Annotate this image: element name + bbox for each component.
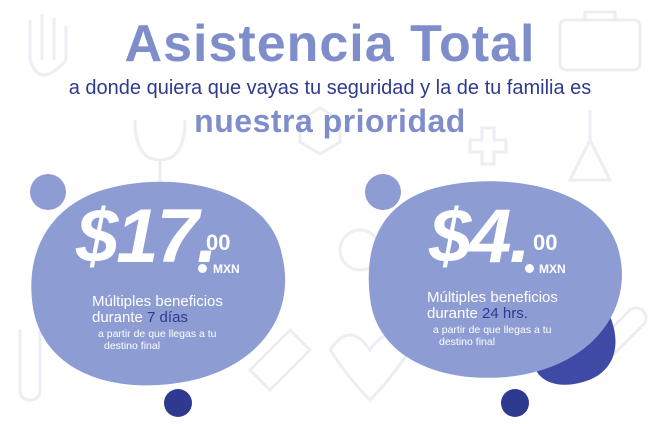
blob-main bbox=[31, 181, 286, 386]
plan-card: $17. 00 MXN Múltiples beneficios durante… bbox=[20, 170, 300, 420]
bandage-icon bbox=[247, 327, 313, 393]
plan-blob bbox=[365, 174, 622, 417]
plan-currency: MXN bbox=[213, 262, 240, 276]
plan-currency: MXN bbox=[539, 262, 566, 276]
plan-note: a partir de que llegas a tu destino fina… bbox=[433, 324, 552, 348]
hand-icon bbox=[28, 14, 68, 77]
plan-cents: 00 bbox=[206, 230, 231, 255]
plan-blob bbox=[30, 174, 286, 417]
blob-dot-dark bbox=[164, 389, 192, 417]
plan-cents: 00 bbox=[533, 230, 558, 255]
plan-benefit: Múltiples beneficios durante 24 hrs. bbox=[427, 289, 558, 322]
test-tube-icon bbox=[18, 330, 42, 402]
blob-dot-small bbox=[30, 174, 66, 210]
plan-duration: 24 hrs. bbox=[482, 305, 528, 322]
plan-note: a partir de que llegas a tu destino fina… bbox=[98, 328, 217, 352]
briefcase-icon bbox=[558, 18, 642, 72]
molecule-icon bbox=[298, 106, 342, 156]
blob-main bbox=[368, 181, 622, 378]
blob-dot-small bbox=[365, 174, 401, 210]
plan-duration: 7 días bbox=[147, 309, 188, 326]
page-title: Asistencia Total bbox=[124, 15, 536, 73]
plan-price: $17. bbox=[76, 194, 218, 279]
price-dot bbox=[198, 264, 207, 273]
plan-price: $4. bbox=[429, 194, 531, 279]
blob-dot-dark bbox=[501, 389, 529, 417]
plan-benefit: Múltiples beneficios durante 7 días bbox=[92, 293, 223, 326]
price-dot bbox=[525, 264, 534, 273]
flask-icon bbox=[567, 110, 613, 182]
cross-icon bbox=[468, 126, 508, 166]
page-subtitle: a donde quiera que vayas tu seguridad y … bbox=[68, 77, 592, 99]
page-emphasis: nuestra prioridad bbox=[194, 103, 466, 139]
plan-card: $4. 00 MXN Múltiples beneficios durante … bbox=[355, 170, 655, 420]
